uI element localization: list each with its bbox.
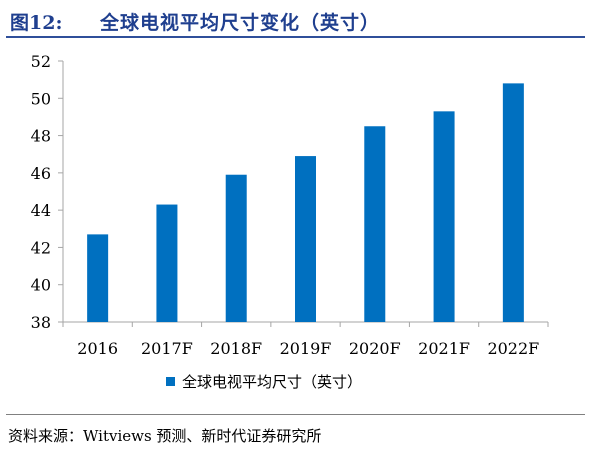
y-tick-label: 42 [31, 238, 51, 257]
bar-2016 [87, 234, 109, 322]
source-note: 资料来源：Witviews 预测、新时代证券研究所 [8, 427, 322, 445]
y-tick-label: 52 [31, 52, 51, 71]
chart-legend: 全球电视平均尺寸（英寸） [166, 373, 362, 391]
bar-2018f [225, 174, 247, 322]
bar-2019f [295, 156, 316, 322]
x-tick-label: 2016 [77, 339, 118, 358]
chart-labels: 38 40 42 44 46 48 50 52 2016 2017F 2018F 2019F 2020F… [31, 52, 540, 358]
x-tick-label: 2020F [349, 339, 401, 358]
y-tick-label: 46 [31, 164, 51, 183]
x-tick-label: 2018F [210, 339, 262, 358]
bar-chart: 38 40 42 44 46 48 50 52 2016 2017F 2018F 2019F 2020F… [31, 52, 549, 391]
figure-title: 全球电视平均尺寸变化（英寸） [100, 12, 381, 34]
chart-axes [58, 60, 549, 327]
bar-2021f [433, 111, 455, 322]
figure-header: 图12: 全球电视平均尺寸变化（英寸） [6, 4, 585, 38]
y-tick-label: 38 [31, 313, 51, 332]
y-tick-label: 50 [31, 89, 51, 108]
figure-number: 图12: [10, 12, 63, 34]
x-tick-label: 2021F [418, 339, 470, 358]
x-tick-label: 2017F [141, 339, 193, 358]
legend-label: 全球电视平均尺寸（英寸） [182, 373, 362, 391]
legend-swatch [166, 377, 175, 386]
bar-2020f [364, 126, 386, 322]
x-tick-label: 2022F [487, 339, 539, 358]
source-divider [6, 414, 585, 415]
x-tick-label: 2019F [280, 339, 332, 358]
chart-bars [87, 83, 524, 322]
bar-2022f [502, 83, 524, 322]
bar-2017f [156, 204, 178, 322]
y-tick-label: 44 [31, 201, 51, 220]
y-tick-label: 40 [31, 276, 51, 295]
y-tick-label: 48 [31, 127, 51, 146]
